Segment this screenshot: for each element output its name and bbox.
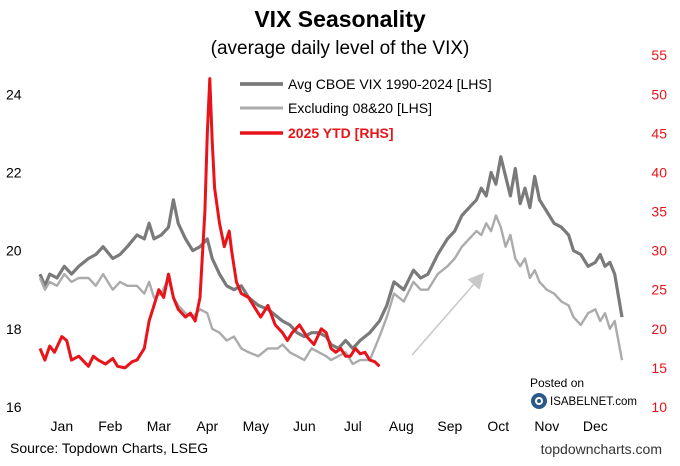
x-tick-label: Dec <box>583 418 608 434</box>
avg-vix-line <box>38 155 624 350</box>
excluding-08-20-line <box>38 214 624 366</box>
left-tick-label: 16 <box>6 399 22 415</box>
chart-subtitle: (average daily level of the VIX) <box>210 38 470 59</box>
legend-item-avg: Avg CBOE VIX 1990-2024 [LHS] <box>288 76 492 92</box>
x-tick-label: Apr <box>196 418 218 434</box>
series-layer <box>38 77 624 370</box>
trend-arrow <box>411 272 485 356</box>
legend: Avg CBOE VIX 1990-2024 [LHS] Excluding 08… <box>240 76 492 141</box>
x-tick-label: Sep <box>437 418 462 434</box>
right-tick-label: 15 <box>651 360 667 376</box>
x-tick-label: Jun <box>293 418 316 434</box>
right-tick-label: 10 <box>651 399 667 415</box>
left-tick-label: 20 <box>6 243 22 259</box>
right-axis: 10 15 20 25 30 35 40 45 50 55 <box>651 47 667 415</box>
x-tick-label: Mar <box>147 418 171 434</box>
x-tick-label: Jan <box>51 418 74 434</box>
legend-item-ytd: 2025 YTD [RHS] <box>288 125 394 141</box>
right-tick-label: 25 <box>651 282 667 298</box>
right-tick-label: 45 <box>651 125 667 141</box>
isabelnet-label: ISABELNET.com <box>550 396 637 408</box>
x-tick-label: Jul <box>344 418 362 434</box>
x-tick-label: Feb <box>98 418 122 434</box>
left-tick-label: 18 <box>6 321 22 337</box>
x-tick-label: Oct <box>487 418 509 434</box>
left-tick-label: 24 <box>6 86 22 102</box>
x-axis: Jan Feb Mar Apr May Jun Jul Aug Sep Oct Nov Dec <box>51 418 608 434</box>
x-tick-label: May <box>243 418 269 434</box>
chart-title: VIX Seasonality <box>254 6 426 32</box>
x-tick-label: Aug <box>389 418 414 434</box>
ytd-2025-line <box>38 77 381 370</box>
source-note: Source: Topdown Charts, LSEG <box>10 440 209 456</box>
posted-on-label: Posted on <box>530 376 585 390</box>
x-tick-label: Nov <box>534 418 559 434</box>
right-tick-label: 20 <box>651 321 667 337</box>
site-credit: topdowncharts.com <box>540 441 662 457</box>
left-axis: 16 18 20 22 24 <box>6 86 22 415</box>
right-tick-label: 35 <box>651 204 667 220</box>
right-tick-label: 55 <box>651 47 667 63</box>
legend-item-excluding: Excluding 08&20 [LHS] <box>288 100 432 116</box>
isabelnet-logo-icon <box>531 393 547 409</box>
left-tick-label: 22 <box>6 164 22 180</box>
right-tick-label: 40 <box>651 164 667 180</box>
right-tick-label: 50 <box>651 86 667 102</box>
right-tick-label: 30 <box>651 243 667 259</box>
